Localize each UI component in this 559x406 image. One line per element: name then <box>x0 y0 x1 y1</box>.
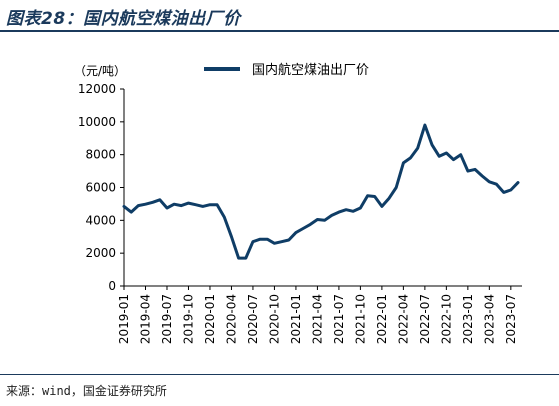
data-point <box>388 197 390 199</box>
source-note: 来源：wind，国金证券研究所 <box>6 384 167 398</box>
data-point <box>410 157 411 159</box>
data-point <box>496 183 497 185</box>
x-tick-label: 2019-07 <box>160 294 174 344</box>
data-point <box>288 239 290 241</box>
data-point <box>381 205 383 207</box>
data-point <box>152 201 154 203</box>
data-point <box>338 211 340 213</box>
chart-axes: 0 2000 4000 6000 8000 10000 12000 2019-01 2019-0… <box>78 82 522 344</box>
data-point <box>402 162 404 164</box>
chart-legend: 国内航空煤油出厂价 <box>204 62 369 78</box>
y-tick-label: 0 <box>108 279 116 293</box>
data-point <box>252 241 254 243</box>
data-point <box>273 242 275 244</box>
data-point <box>130 211 132 213</box>
data-point <box>259 238 261 240</box>
legend-label: 国内航空煤油出厂价 <box>252 62 369 78</box>
data-point <box>209 204 211 206</box>
data-point <box>245 257 247 259</box>
data-point <box>173 203 175 205</box>
data-point <box>281 241 283 243</box>
x-tick-label: 2020-10 <box>267 294 281 344</box>
data-point <box>460 154 462 156</box>
x-tick-label: 2022-01 <box>375 294 389 344</box>
data-point <box>137 205 139 207</box>
data-point <box>145 203 146 205</box>
data-point <box>223 216 225 218</box>
y-tick-label: 2000 <box>85 246 116 260</box>
data-point <box>352 210 354 212</box>
y-tick-label: 12000 <box>78 82 116 96</box>
x-tick-label: 2019-04 <box>138 294 152 344</box>
data-point <box>438 155 440 157</box>
x-tick-label: 2022-10 <box>439 294 453 344</box>
data-point <box>517 182 519 184</box>
data-point <box>302 228 304 229</box>
x-tick-label: 2021-07 <box>332 294 346 344</box>
data-point <box>424 124 426 126</box>
source-rule <box>0 374 559 375</box>
data-point <box>374 196 376 197</box>
data-point <box>159 199 161 201</box>
y-tick-label: 8000 <box>85 148 116 162</box>
data-point <box>417 147 419 149</box>
data-point <box>202 205 204 207</box>
data-point <box>316 219 318 220</box>
x-tick-label: 2019-10 <box>181 294 195 344</box>
data-point <box>195 204 197 206</box>
plot-area <box>122 123 520 260</box>
data-point <box>510 189 512 191</box>
x-tick-label: 2021-10 <box>353 294 367 344</box>
data-point <box>359 207 361 209</box>
data-point <box>324 219 326 221</box>
data-point <box>166 207 168 209</box>
data-point <box>453 159 454 161</box>
data-point <box>445 152 447 154</box>
data-point <box>238 257 240 259</box>
y-tick-label: 6000 <box>85 181 116 195</box>
x-tick-label: 2023-04 <box>482 294 496 344</box>
x-tick-label: 2023-01 <box>461 294 475 344</box>
figure-title: 图表28：国内航空煤油出厂价 <box>6 9 241 29</box>
data-point <box>231 236 232 238</box>
data-point <box>345 209 347 211</box>
x-tick-label: 2022-07 <box>418 294 432 344</box>
data-point <box>395 187 397 188</box>
data-point <box>188 202 189 204</box>
y-tick-label: 10000 <box>78 115 116 129</box>
x-tick-label: 2020-07 <box>246 294 260 344</box>
x-tick-label: 2019-01 <box>117 294 131 344</box>
data-point <box>431 144 433 146</box>
data-point <box>367 195 369 197</box>
x-tick-label: 2020-04 <box>224 294 238 344</box>
data-point <box>180 205 182 207</box>
y-axis-unit: （元/吨） <box>74 64 127 78</box>
series-line <box>122 123 520 260</box>
data-point <box>123 205 125 207</box>
data-point <box>474 168 476 170</box>
data-point <box>331 214 333 216</box>
data-point <box>467 170 469 172</box>
data-point <box>488 181 490 183</box>
data-point <box>481 175 483 177</box>
data-point <box>295 232 297 234</box>
x-tick-label: 2020-01 <box>203 294 217 344</box>
data-point <box>216 204 218 206</box>
data-point <box>309 223 311 225</box>
x-tick-label: 2021-04 <box>310 294 324 344</box>
x-tick-label: 2023-07 <box>504 294 518 344</box>
data-point <box>266 238 268 240</box>
data-point <box>503 191 505 193</box>
x-tick-label: 2022-04 <box>396 294 410 344</box>
x-tick-label: 2021-01 <box>289 294 303 344</box>
title-rule <box>0 30 559 32</box>
y-tick-label: 4000 <box>85 213 116 227</box>
